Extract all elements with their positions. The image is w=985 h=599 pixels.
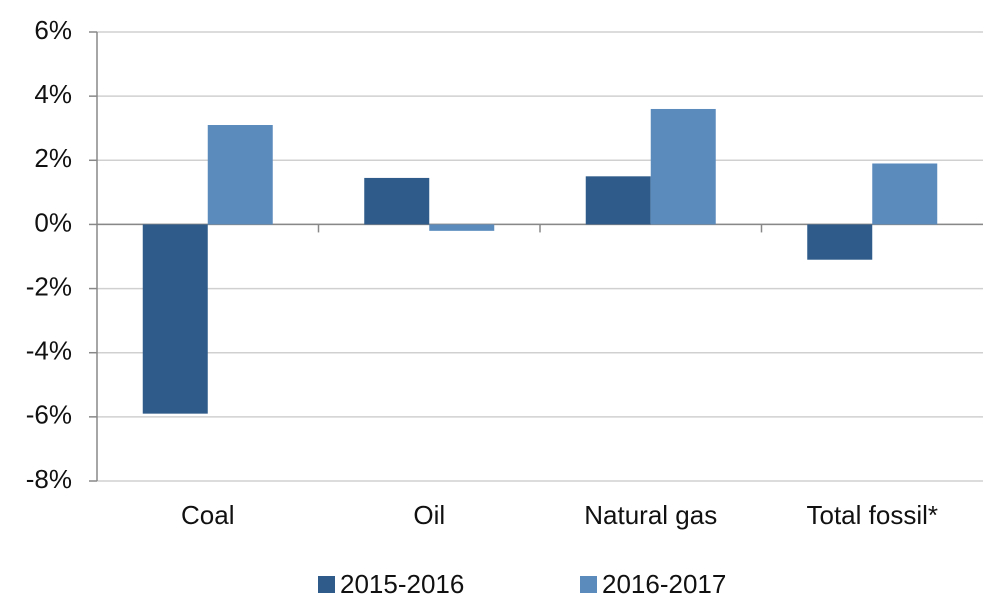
bar [429, 224, 495, 231]
legend-label: 2015-2016 [340, 569, 464, 599]
bar [872, 163, 938, 225]
bar [650, 108, 716, 225]
y-tick-label: 2% [34, 143, 72, 173]
x-tick-label: Oil [413, 500, 445, 530]
bar [364, 177, 430, 225]
bar [585, 176, 651, 225]
legend-swatch [318, 576, 335, 593]
bar [142, 224, 208, 414]
x-tick-label: Natural gas [584, 500, 717, 530]
legend-label: 2016-2017 [602, 569, 726, 599]
y-tick-label: 6% [34, 15, 72, 45]
legend-swatch [580, 576, 597, 593]
y-tick-label: -6% [26, 400, 72, 430]
x-tick-label: Coal [181, 500, 234, 530]
bar [807, 224, 873, 260]
bar [207, 125, 273, 225]
y-tick-label: 4% [34, 79, 72, 109]
y-tick-label: -2% [26, 271, 72, 301]
x-tick-label: Total fossil* [807, 500, 939, 530]
y-tick-label: -8% [26, 464, 72, 494]
y-tick-label: 0% [34, 207, 72, 237]
y-tick-label: -4% [26, 336, 72, 366]
